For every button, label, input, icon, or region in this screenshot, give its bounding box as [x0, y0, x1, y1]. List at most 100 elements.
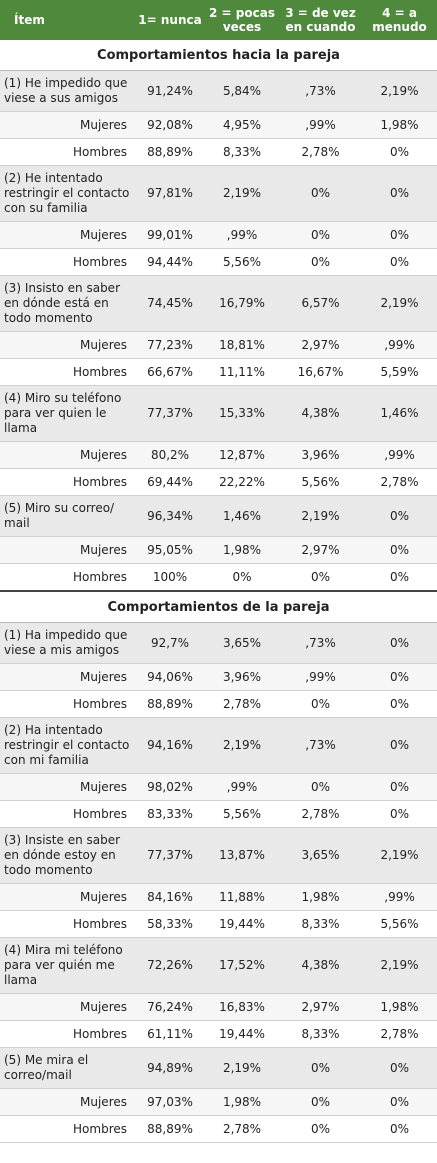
subgroup-row: Mujeres 80,2% 12,87% 3,96% ,99% — [0, 441, 437, 469]
item-row: (1) He impedido que viese a sus amigos 91… — [0, 70, 437, 112]
row-label: Mujeres — [0, 1088, 135, 1116]
value-cell: ,99% — [362, 441, 437, 469]
value-cell: 100% — [135, 563, 205, 592]
subgroup-row: Hombres 61,11% 19,44% 8,33% 2,78% — [0, 1020, 437, 1048]
value-cell: 16,79% — [205, 275, 279, 332]
value-cell: 2,19% — [362, 937, 437, 994]
subgroup-row: Hombres 88,89% 2,78% 0% 0% — [0, 690, 437, 718]
row-label: Mujeres — [0, 773, 135, 801]
item-row: (3) Insisto en saber en dónde está en to… — [0, 275, 437, 332]
value-cell: 94,16% — [135, 717, 205, 774]
value-cell: 5,84% — [205, 70, 279, 112]
value-cell: 12,87% — [205, 441, 279, 469]
row-label: Hombres — [0, 138, 135, 166]
header-cell: 4 = a menudo — [362, 0, 437, 40]
item-row: (1) Ha impedido que viese a mis amigos 92… — [0, 622, 437, 664]
value-cell: 2,97% — [279, 331, 362, 359]
row-label: Hombres — [0, 910, 135, 938]
value-cell: 66,67% — [135, 358, 205, 386]
row-label: Hombres — [0, 358, 135, 386]
value-cell: 84,16% — [135, 883, 205, 911]
value-cell: 3,65% — [205, 622, 279, 664]
row-label: Mujeres — [0, 441, 135, 469]
value-cell: 22,22% — [205, 468, 279, 496]
subgroup-row: Hombres 100% 0% 0% 0% — [0, 563, 437, 592]
row-label: (5) Me mira el correo/mail — [0, 1047, 135, 1089]
value-cell: 88,89% — [135, 138, 205, 166]
value-cell: 0% — [279, 563, 362, 592]
subgroup-row: Hombres 83,33% 5,56% 2,78% 0% — [0, 800, 437, 828]
value-cell: 1,98% — [279, 883, 362, 911]
header-row: Ítem 1= nunca 2 = pocas veces 3 = de vez en… — [0, 0, 437, 40]
value-cell: 95,05% — [135, 536, 205, 564]
value-cell: 94,06% — [135, 663, 205, 691]
value-cell: 0% — [362, 800, 437, 828]
row-label: (2) He intentado restringir el contacto … — [0, 165, 135, 222]
value-cell: 19,44% — [205, 1020, 279, 1048]
value-cell: 4,38% — [279, 385, 362, 442]
row-label: Hombres — [0, 248, 135, 276]
value-cell: 0% — [279, 221, 362, 249]
value-cell: 2,19% — [205, 165, 279, 222]
value-cell: 2,78% — [362, 468, 437, 496]
subgroup-row: Mujeres 77,23% 18,81% 2,97% ,99% — [0, 331, 437, 359]
value-cell: ,99% — [362, 883, 437, 911]
value-cell: 2,78% — [279, 138, 362, 166]
subgroup-row: Mujeres 94,06% 3,96% ,99% 0% — [0, 663, 437, 691]
value-cell: 0% — [362, 165, 437, 222]
value-cell: 58,33% — [135, 910, 205, 938]
value-cell: 96,34% — [135, 495, 205, 537]
value-cell: 0% — [362, 138, 437, 166]
item-row: (5) Me mira el correo/mail 94,89% 2,19% 0% 0… — [0, 1047, 437, 1089]
value-cell: 94,44% — [135, 248, 205, 276]
value-cell: 0% — [279, 165, 362, 222]
subgroup-row: Hombres 94,44% 5,56% 0% 0% — [0, 248, 437, 276]
value-cell: 72,26% — [135, 937, 205, 994]
value-cell: 77,37% — [135, 385, 205, 442]
value-cell: 76,24% — [135, 993, 205, 1021]
value-cell: 2,19% — [279, 495, 362, 537]
row-label: (4) Mira mi teléfono para ver quién me l… — [0, 937, 135, 994]
subgroup-row: Mujeres 95,05% 1,98% 2,97% 0% — [0, 536, 437, 564]
value-cell: 61,11% — [135, 1020, 205, 1048]
item-row: (4) Mira mi teléfono para ver quién me l… — [0, 937, 437, 994]
row-label: Hombres — [0, 1020, 135, 1048]
value-cell: 0% — [362, 663, 437, 691]
row-label: (1) Ha impedido que viese a mis amigos — [0, 622, 135, 664]
row-label: Mujeres — [0, 221, 135, 249]
row-label: Hombres — [0, 468, 135, 496]
value-cell: 17,52% — [205, 937, 279, 994]
value-cell: 11,11% — [205, 358, 279, 386]
value-cell: ,73% — [279, 622, 362, 664]
value-cell: 8,33% — [279, 1020, 362, 1048]
value-cell: 0% — [362, 536, 437, 564]
value-cell: 77,23% — [135, 331, 205, 359]
value-cell: ,99% — [279, 111, 362, 139]
item-row: (5) Miro su correo/ mail 96,34% 1,46% 2,19%… — [0, 495, 437, 537]
value-cell: 3,65% — [279, 827, 362, 884]
row-label: Mujeres — [0, 331, 135, 359]
section-row: Comportamientos de la pareja — [0, 590, 437, 623]
item-row: (4) Miro su teléfono para ver quien le l… — [0, 385, 437, 442]
header-cell: 1= nunca — [135, 0, 205, 40]
subgroup-row: Hombres 66,67% 11,11% 16,67% 5,59% — [0, 358, 437, 386]
row-label: Mujeres — [0, 536, 135, 564]
value-cell: ,99% — [279, 663, 362, 691]
value-cell: 13,87% — [205, 827, 279, 884]
value-cell: 0% — [362, 690, 437, 718]
value-cell: 1,98% — [362, 993, 437, 1021]
value-cell: 2,19% — [362, 275, 437, 332]
value-cell: ,73% — [279, 717, 362, 774]
subgroup-row: Hombres 58,33% 19,44% 8,33% 5,56% — [0, 910, 437, 938]
value-cell: 98,02% — [135, 773, 205, 801]
row-label: (2) Ha intentado restringir el contacto … — [0, 717, 135, 774]
value-cell: 0% — [205, 563, 279, 592]
value-cell: 5,56% — [362, 910, 437, 938]
subgroup-row: Mujeres 84,16% 11,88% 1,98% ,99% — [0, 883, 437, 911]
value-cell: 91,24% — [135, 70, 205, 112]
value-cell: 2,19% — [362, 827, 437, 884]
item-row: (2) He intentado restringir el contacto … — [0, 165, 437, 222]
value-cell: 5,59% — [362, 358, 437, 386]
value-cell: 0% — [362, 248, 437, 276]
value-cell: 1,46% — [205, 495, 279, 537]
